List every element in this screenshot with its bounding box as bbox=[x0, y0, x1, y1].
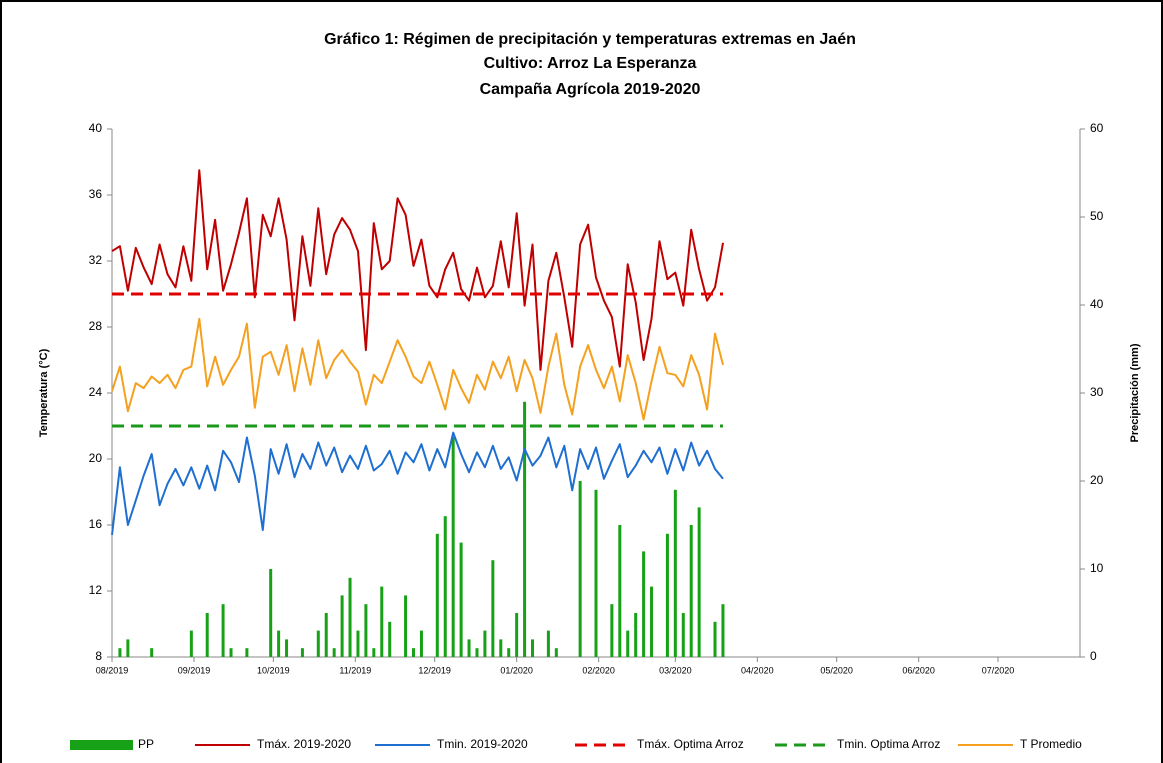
bar bbox=[380, 586, 384, 657]
legend-label: PP bbox=[138, 737, 154, 751]
bar bbox=[634, 613, 638, 657]
bar bbox=[285, 639, 289, 657]
bar bbox=[150, 648, 154, 657]
y2-tick-label: 40 bbox=[1090, 297, 1104, 311]
bar bbox=[475, 648, 479, 657]
y-tick-label: 20 bbox=[89, 451, 103, 465]
bar bbox=[443, 516, 447, 657]
y-tick-label: 36 bbox=[89, 187, 103, 201]
bar bbox=[300, 648, 304, 657]
bar bbox=[229, 648, 233, 657]
bar bbox=[467, 639, 471, 657]
bar bbox=[697, 507, 701, 657]
y-tick-label: 40 bbox=[89, 121, 103, 135]
line bbox=[111, 317, 724, 421]
bar bbox=[721, 604, 725, 657]
bar bbox=[118, 648, 122, 657]
bar bbox=[578, 481, 582, 657]
chart-subtitle: Campaña Agrícola 2019-2020 bbox=[480, 81, 701, 98]
x-tick-label: 08/2019 bbox=[96, 665, 129, 675]
y2-tick-label: 30 bbox=[1090, 385, 1104, 399]
x-tick-label: 10/2019 bbox=[257, 665, 290, 675]
bar bbox=[713, 621, 717, 657]
bar bbox=[459, 542, 463, 657]
bar bbox=[189, 630, 193, 657]
line bbox=[111, 431, 724, 536]
x-tick-label: 05/2020 bbox=[820, 665, 853, 675]
bar bbox=[665, 533, 669, 657]
x-tick-label: 09/2019 bbox=[178, 665, 211, 675]
x-tick-label: 12/2019 bbox=[418, 665, 451, 675]
chart-subtitle: Cultivo: Arroz La Esperanza bbox=[484, 55, 697, 72]
legend-swatch bbox=[70, 740, 133, 750]
legend-label: Tmin. 2019-2020 bbox=[437, 737, 528, 751]
y-axis-label: Temperatura (°C) bbox=[38, 348, 50, 437]
x-tick-label: 03/2020 bbox=[659, 665, 692, 675]
x-tick-label: 02/2020 bbox=[582, 665, 615, 675]
y-tick-label: 32 bbox=[89, 253, 103, 267]
y-tick-label: 12 bbox=[89, 583, 103, 597]
chart-title: Gráfico 1: Régimen de precipitación y te… bbox=[324, 31, 856, 48]
y-tick-label: 24 bbox=[89, 385, 103, 399]
bar bbox=[126, 639, 130, 657]
bar bbox=[499, 639, 503, 657]
bar bbox=[412, 648, 416, 657]
y-tick-label: 16 bbox=[89, 517, 103, 531]
legend-label: Tmáx. Optima Arroz bbox=[637, 737, 744, 751]
y2-tick-label: 60 bbox=[1090, 121, 1104, 135]
x-tick-label: 04/2020 bbox=[741, 665, 774, 675]
bar bbox=[610, 604, 614, 657]
bar bbox=[451, 437, 455, 657]
bar bbox=[404, 595, 408, 657]
bar bbox=[626, 630, 630, 657]
bar bbox=[483, 630, 487, 657]
legend-label: Tmáx. 2019-2020 bbox=[257, 737, 351, 751]
bar bbox=[205, 613, 209, 657]
bar bbox=[554, 648, 558, 657]
bar bbox=[364, 604, 368, 657]
bar bbox=[515, 613, 519, 657]
line bbox=[111, 169, 724, 371]
bar bbox=[618, 525, 622, 657]
y2-tick-label: 10 bbox=[1090, 561, 1104, 575]
bar bbox=[316, 630, 320, 657]
y2-tick-label: 20 bbox=[1090, 473, 1104, 487]
legend-label: Tmin. Optima Arroz bbox=[837, 737, 940, 751]
bar bbox=[507, 648, 511, 657]
bar bbox=[348, 577, 352, 657]
bar bbox=[642, 551, 646, 657]
bar bbox=[372, 648, 376, 657]
bar bbox=[546, 630, 550, 657]
bar bbox=[277, 630, 281, 657]
bar bbox=[650, 586, 654, 657]
x-tick-label: 11/2019 bbox=[339, 665, 371, 675]
bar bbox=[340, 595, 344, 657]
bar bbox=[523, 401, 527, 657]
x-tick-label: 07/2020 bbox=[982, 665, 1015, 675]
x-tick-label: 06/2020 bbox=[902, 665, 935, 675]
bar bbox=[221, 604, 225, 657]
bar bbox=[245, 648, 249, 657]
y-tick-label: 28 bbox=[89, 319, 103, 333]
bar bbox=[419, 630, 423, 657]
y2-tick-label: 0 bbox=[1090, 649, 1097, 663]
bar bbox=[356, 630, 360, 657]
legend-label: T Promedio bbox=[1020, 737, 1082, 751]
bar bbox=[594, 489, 598, 657]
bar bbox=[681, 613, 685, 657]
bar bbox=[388, 621, 392, 657]
y2-tick-label: 50 bbox=[1090, 209, 1104, 223]
bar bbox=[324, 613, 328, 657]
bar bbox=[673, 489, 677, 657]
bar bbox=[269, 569, 273, 657]
bar bbox=[531, 639, 535, 657]
bar bbox=[689, 525, 693, 657]
bar bbox=[332, 648, 336, 657]
y2-axis-label: Precipitación (mm) bbox=[1129, 343, 1141, 442]
x-tick-label: 01/2020 bbox=[500, 665, 533, 675]
bar bbox=[435, 533, 439, 657]
bar bbox=[491, 560, 495, 657]
y-tick-label: 8 bbox=[95, 649, 102, 663]
